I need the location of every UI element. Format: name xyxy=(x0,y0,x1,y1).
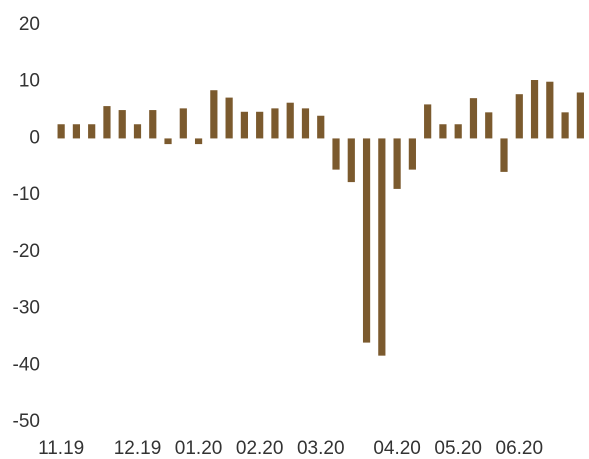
bar xyxy=(347,138,355,183)
bar xyxy=(362,138,371,343)
bar xyxy=(500,138,508,172)
bar xyxy=(88,124,96,139)
y-tick-label: -50 xyxy=(13,411,40,432)
y-tick-label: -40 xyxy=(13,354,40,375)
y-tick-label: -10 xyxy=(13,184,40,205)
bar xyxy=(149,110,157,139)
bar xyxy=(408,138,416,170)
bar xyxy=(469,98,478,139)
bar xyxy=(179,108,187,139)
bar xyxy=(271,108,279,139)
bar xyxy=(57,124,65,139)
bar xyxy=(515,94,523,139)
bar xyxy=(301,108,310,139)
bar xyxy=(210,90,218,139)
bar xyxy=(530,80,539,139)
bar xyxy=(378,138,386,356)
bar xyxy=(485,112,493,139)
x-tick-label: 04.20 xyxy=(373,438,421,459)
x-tick-label: 01.20 xyxy=(175,438,223,459)
bar xyxy=(332,138,340,170)
bar xyxy=(164,138,172,145)
x-tick-label: 11.19 xyxy=(38,438,84,459)
x-tick-label: 06.20 xyxy=(496,438,544,459)
x-tick-label: 12.19 xyxy=(114,438,162,459)
bar xyxy=(576,92,584,139)
bar xyxy=(439,124,447,139)
x-tick-label: 02.20 xyxy=(236,438,284,459)
bar xyxy=(72,124,81,139)
y-tick-label: -20 xyxy=(13,241,40,262)
bar xyxy=(103,106,111,139)
bar xyxy=(454,124,462,139)
bar xyxy=(546,81,554,139)
y-tick-label: 20 xyxy=(19,14,40,35)
y-tick-label: 0 xyxy=(29,127,40,148)
bar xyxy=(118,110,126,139)
bar xyxy=(225,97,233,139)
bar xyxy=(424,104,432,139)
bar xyxy=(317,115,325,139)
bar xyxy=(286,102,294,139)
x-tick-label: 05.20 xyxy=(434,438,482,459)
bar xyxy=(256,111,264,139)
y-tick-label: 10 xyxy=(19,71,40,92)
bar xyxy=(240,111,248,139)
bar xyxy=(561,112,569,139)
bar xyxy=(133,124,142,139)
y-tick-label: -30 xyxy=(13,298,40,319)
x-tick-label: 03.20 xyxy=(297,438,345,459)
bar xyxy=(194,138,203,145)
bar xyxy=(393,138,401,189)
